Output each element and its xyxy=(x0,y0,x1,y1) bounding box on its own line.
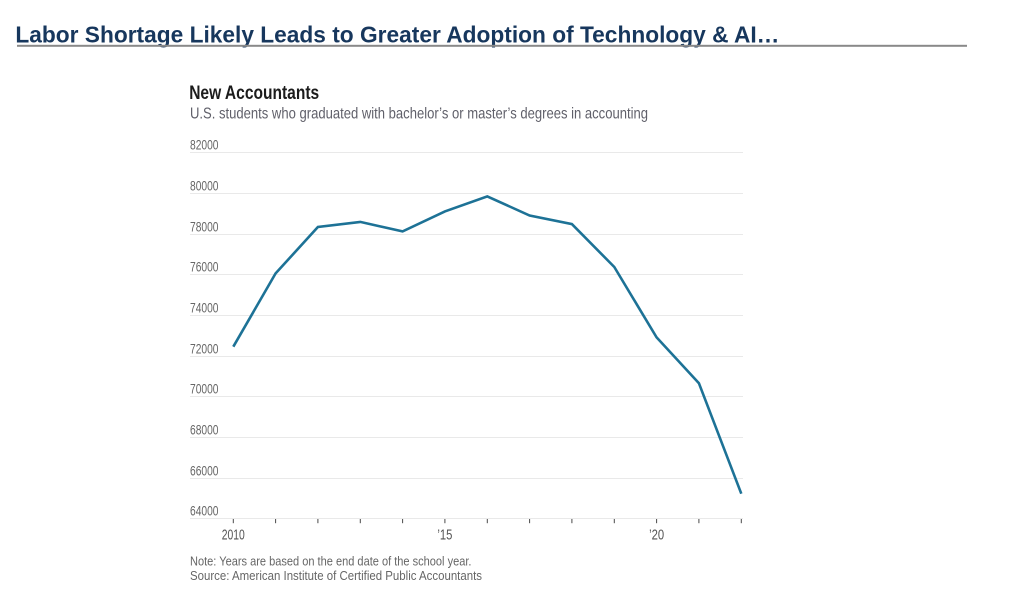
svg-text:72000: 72000 xyxy=(190,341,219,356)
svg-text:New Accountants: New Accountants xyxy=(189,83,319,104)
svg-text:66000: 66000 xyxy=(190,463,219,478)
svg-text:64000: 64000 xyxy=(190,503,219,518)
svg-text:Source: American Institute of: Source: American Institute of Certified … xyxy=(190,568,482,583)
svg-text:68000: 68000 xyxy=(190,422,219,437)
svg-text:’15: ’15 xyxy=(437,528,452,544)
svg-text:76000: 76000 xyxy=(190,259,219,274)
svg-text:74000: 74000 xyxy=(190,300,219,315)
svg-text:78000: 78000 xyxy=(190,219,219,234)
svg-text:Note: Years are based on the e: Note: Years are based on the end date of… xyxy=(190,554,472,569)
svg-text:’20: ’20 xyxy=(649,528,664,544)
svg-text:2010: 2010 xyxy=(222,528,245,544)
svg-text:U.S. students who graduated wi: U.S. students who graduated with bachelo… xyxy=(190,106,648,123)
svg-text:80000: 80000 xyxy=(190,178,219,193)
svg-text:Labor Shortage Likely Leads to: Labor Shortage Likely Leads to Greater A… xyxy=(15,21,779,47)
svg-text:70000: 70000 xyxy=(190,381,219,396)
svg-text:82000: 82000 xyxy=(190,137,219,152)
